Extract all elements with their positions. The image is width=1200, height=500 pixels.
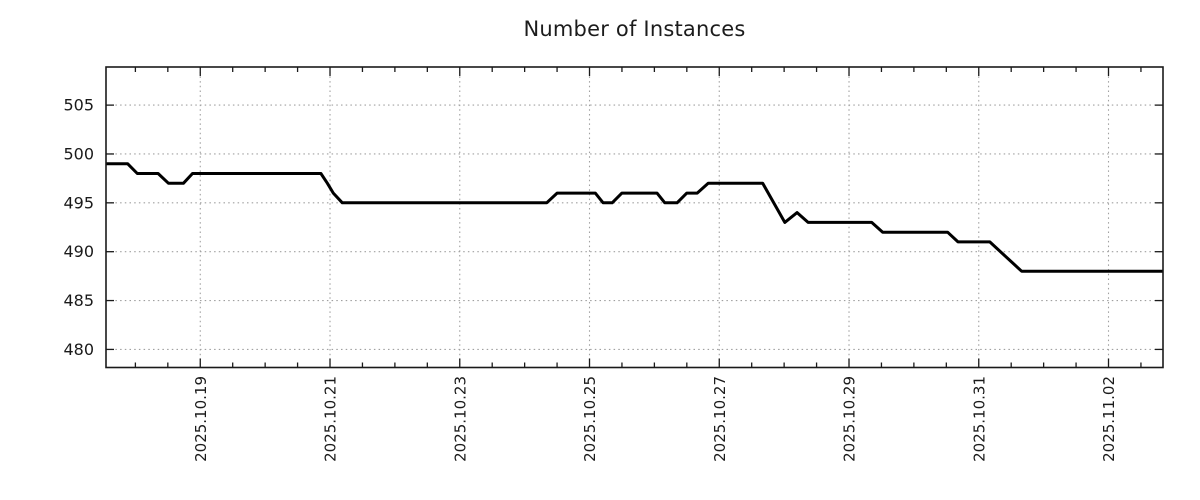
y-tick-label: 480 (63, 340, 94, 359)
x-tick-label: 2025.10.19 (192, 376, 210, 462)
plot-border (105, 66, 1164, 369)
x-tick-label: 2025.10.27 (711, 376, 729, 462)
tick-marks (106, 67, 1163, 368)
y-tick-label: 505 (63, 96, 94, 115)
data-line-instances (106, 162, 1163, 273)
x-tick-label: 2025.10.23 (451, 376, 469, 462)
y-tick-label: 490 (63, 242, 94, 261)
y-tick-label: 495 (63, 193, 94, 212)
y-tick-label: 500 (63, 144, 94, 163)
x-tick-label: 2025.10.31 (970, 376, 988, 462)
chart-title: Number of Instances (523, 17, 746, 41)
x-tick-label: 2025.11.02 (1100, 376, 1118, 462)
x-tick-label: 2025.10.21 (322, 376, 340, 462)
x-tick-label: 2025.10.29 (841, 376, 859, 462)
y-tick-label: 485 (63, 291, 94, 310)
x-tick-label: 2025.10.25 (581, 376, 599, 462)
gridlines (106, 67, 1163, 368)
